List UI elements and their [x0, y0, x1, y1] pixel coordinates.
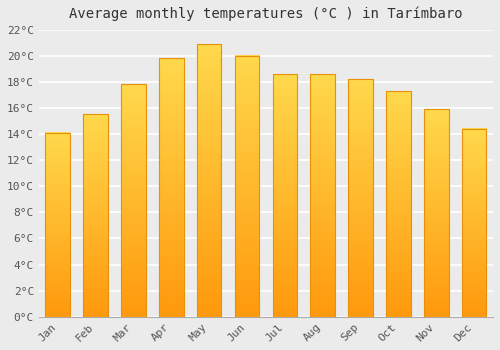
- Title: Average monthly temperatures (°C ) in Tarímbaro: Average monthly temperatures (°C ) in Ta…: [69, 7, 462, 21]
- Bar: [386, 91, 410, 317]
- Bar: [46, 133, 70, 317]
- Bar: [348, 79, 373, 317]
- Bar: [159, 58, 184, 317]
- Bar: [424, 109, 448, 317]
- Bar: [197, 44, 222, 317]
- Bar: [234, 56, 260, 317]
- Bar: [272, 74, 297, 317]
- Bar: [121, 84, 146, 317]
- Bar: [310, 74, 335, 317]
- Bar: [462, 129, 486, 317]
- Bar: [84, 114, 108, 317]
